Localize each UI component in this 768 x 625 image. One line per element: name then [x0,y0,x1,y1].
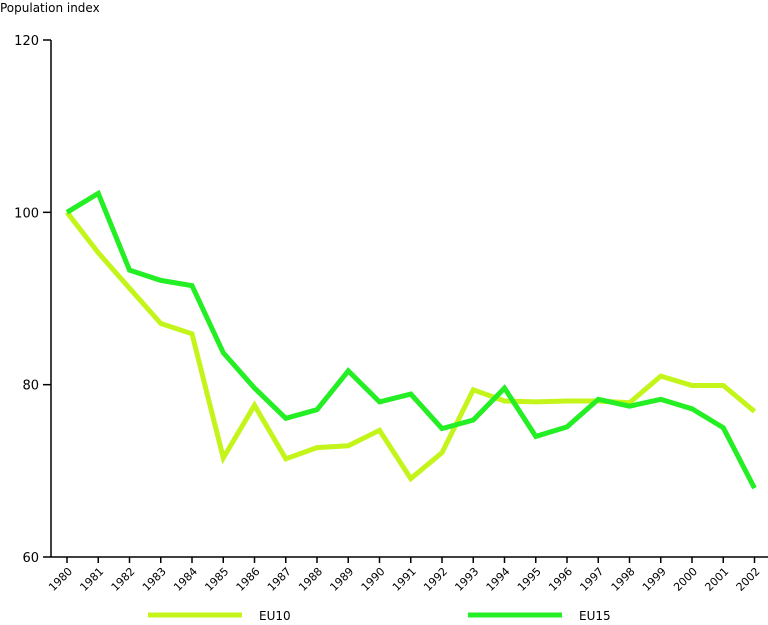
x-tick-label: 1991 [390,565,419,594]
x-tick-label: 2001 [702,565,731,594]
x-tick-label: 1992 [421,565,450,594]
y-tick-label: 120 [14,34,39,49]
x-tick-label: 1995 [515,565,544,594]
x-ticks: 1980 1981 1982 1983 1984 1985 1986 1987 1988 1989… [46,557,763,594]
x-tick-label: 1986 [234,565,263,594]
x-tick-label: 1997 [577,565,606,594]
y-tick-label: 80 [22,379,39,394]
x-tick-label: 1999 [640,565,669,594]
y-tick-label: 100 [14,206,39,221]
x-tick-label: 1990 [359,565,388,594]
series-line-eu15 [65,189,757,490]
y-axis-label: Population index [0,1,100,15]
x-tick-label: 1996 [546,565,575,594]
x-tick-label: 1998 [609,565,638,594]
x-tick-label: 1982 [109,565,138,594]
series-lines [65,189,757,490]
x-tick-label: 1994 [484,565,513,594]
x-tick-label: 1987 [265,565,294,594]
x-tick-label: 1993 [452,565,481,594]
x-tick-label: 1983 [140,565,169,594]
legend-label-eu10: EU10 [259,609,291,623]
legend: EU10 EU15 [148,609,611,623]
y-tick-label: 60 [22,551,39,566]
x-tick-label: 1980 [46,565,75,594]
series-line-eu10 [65,210,757,483]
x-tick-label: 1981 [77,565,106,594]
x-tick-label: 2002 [734,565,763,594]
y-ticks: 60 80 100 120 [14,34,51,566]
x-tick-label: 1989 [327,565,356,594]
x-tick-label: 1988 [296,565,325,594]
x-tick-label: 1985 [202,565,231,594]
x-tick-label: 1984 [171,565,200,594]
x-tick-label: 2000 [671,565,700,594]
legend-label-eu15: EU15 [579,609,611,623]
